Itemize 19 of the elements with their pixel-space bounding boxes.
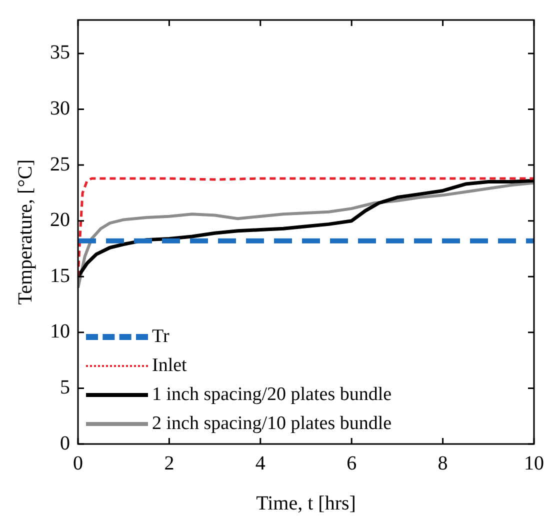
y-tick-label: 20 — [50, 209, 70, 232]
legend-label: Inlet — [152, 354, 187, 376]
y-tick-label: 15 — [50, 264, 70, 287]
x-tick-label: 8 — [438, 452, 448, 474]
legend-label: 1 inch spacing/20 plates bundle — [152, 384, 392, 406]
x-tick-label: 10 — [524, 452, 544, 474]
y-tick-label: 0 — [60, 432, 70, 454]
x-tick-label: 6 — [346, 452, 357, 474]
y-tick-label: 10 — [50, 320, 70, 343]
y-tick-label: 30 — [50, 98, 70, 120]
x-axis-title: Time, t [hrs] — [256, 492, 356, 514]
y-tick-label: 25 — [50, 153, 70, 176]
y-tick-label: 5 — [60, 376, 70, 398]
x-tick-label: 2 — [164, 452, 174, 474]
y-tick-label: 35 — [50, 42, 70, 64]
x-tick-label: 4 — [255, 452, 266, 474]
y-axis-title: Temperature, [°C] — [14, 159, 36, 305]
legend-label: Tr — [152, 326, 170, 348]
legend-label: 2 inch spacing/10 plates bundle — [152, 412, 392, 434]
